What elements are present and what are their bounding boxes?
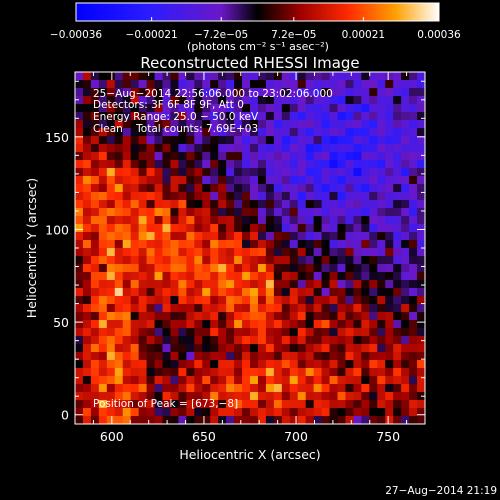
colorbar-tick-label: 7.2e−05 (271, 29, 316, 41)
colorbar-gradient (76, 3, 439, 21)
y-tick-label: 100 (45, 222, 69, 237)
colorbar: −0.00036 −0.00021 −7.2e−05 7.2e−05 0.00021 0.… (50, 2, 461, 53)
annotation-clean: Clean Total counts: 7.69E+03 (93, 123, 258, 135)
colorbar-frame (75, 2, 440, 22)
y-tick-label: 150 (45, 130, 69, 145)
x-axis-label: Heliocentric X (arcsec) (179, 447, 320, 462)
colorbar-tick-label: −0.00021 (126, 29, 178, 41)
x-tick-label: 750 (376, 429, 400, 444)
plot-title: Reconstructed RHESSI Image (140, 54, 359, 72)
image-panel (75, 72, 425, 424)
y-axis-ticks (75, 80, 425, 416)
x-tick-label: 650 (192, 429, 216, 444)
colorbar-tick-labels: −0.00036 −0.00021 −7.2e−05 7.2e−05 0.00021 0.… (50, 29, 461, 41)
colorbar-tick-label: −0.00036 (50, 29, 103, 41)
annotation-peak: Position of Peak = [673,−8] (93, 398, 238, 410)
annotation-time-range: 25−Aug−2014 22:56:06.000 to 23:02:06.000 (93, 88, 333, 100)
colorbar-tick-label: 0.00036 (417, 29, 461, 41)
colorbar-unit-label: (photons cm⁻² s⁻¹ asec⁻²) (187, 40, 329, 53)
footer-timestamp: 27−Aug−2014 21:19 (385, 485, 497, 497)
image-annotations: 25−Aug−2014 22:56:06.000 to 23:02:06.000… (93, 88, 333, 410)
annotation-detectors: Detectors: 3F 6F 8F 9F, Att 0 (93, 99, 244, 111)
x-axis-ticks (74, 72, 426, 424)
colorbar-tick-label: 0.00021 (342, 29, 385, 41)
x-axis-tick-labels: 600 650 700 750 (100, 429, 400, 444)
annotation-energy-range: Energy Range: 25.0 − 50.0 keV (93, 111, 259, 123)
y-tick-label: 0 (61, 408, 69, 423)
y-axis-tick-labels: 0 50 100 150 (45, 130, 69, 423)
x-tick-label: 600 (100, 429, 124, 444)
x-tick-label: 700 (284, 429, 308, 444)
reconstructed-image (75, 72, 425, 424)
y-axis-label: Heliocentric Y (arcsec) (24, 178, 39, 318)
y-tick-label: 50 (53, 315, 69, 330)
colorbar-tick-label: −7.2e−05 (194, 29, 248, 41)
colorbar-ticks (75, 17, 440, 21)
